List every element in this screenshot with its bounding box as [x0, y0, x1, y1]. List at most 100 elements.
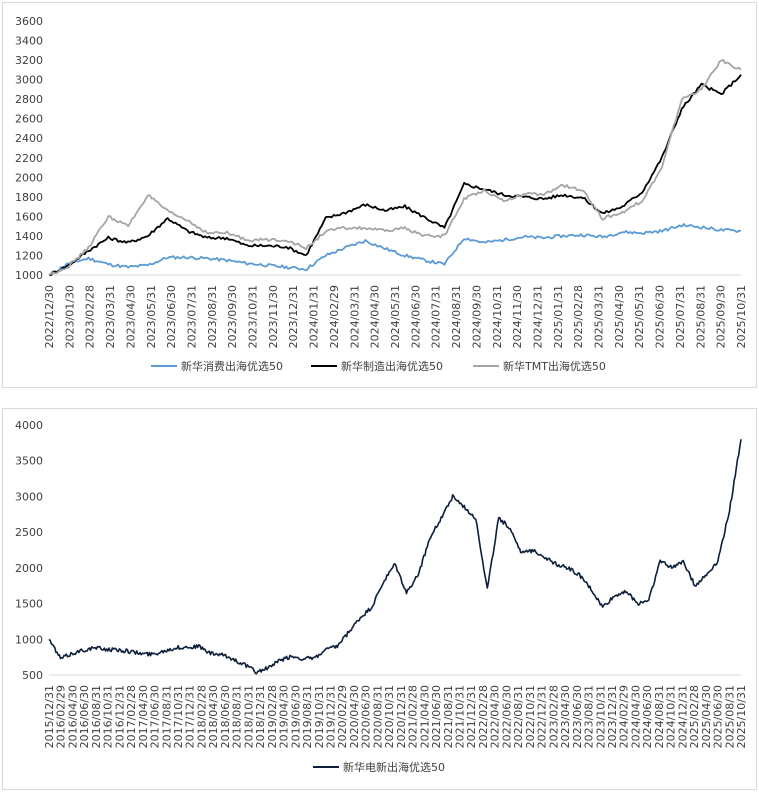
- x-tick-label: 2024/06/30: [409, 285, 422, 348]
- x-tick-label: 2020/08/31: [371, 685, 384, 748]
- x-tick-label: 2022/12/30: [43, 285, 56, 348]
- x-tick-label: 2022/12/31: [536, 685, 549, 748]
- y-tick-label: 3200: [15, 54, 43, 67]
- x-tick-label: 2017/12/31: [184, 685, 197, 748]
- x-tick-label: 2021/08/31: [442, 685, 455, 748]
- x-tick-label: 2019/08/31: [301, 685, 314, 748]
- x-tick-label: 2023/11/30: [267, 285, 280, 348]
- x-tick-label: 2023/07/31: [185, 285, 198, 348]
- x-tick-label: 2023/02/28: [547, 685, 560, 748]
- x-tick-label: 2023/01/30: [63, 285, 76, 348]
- x-tick-label: 2020/10/31: [383, 685, 396, 748]
- series-line-1: [48, 223, 742, 276]
- x-tick-label: 2024/06/30: [641, 685, 654, 748]
- x-tick-label: 2024/02/29: [328, 285, 341, 348]
- x-tick-label: 2024/08/31: [450, 285, 463, 348]
- x-tick-label: 2016/06/30: [78, 685, 91, 748]
- x-tick-label: 2021/02/28: [407, 685, 420, 748]
- x-tick-label: 2022/04/30: [489, 685, 502, 748]
- x-tick-label: 2019/10/31: [313, 685, 326, 748]
- x-tick-label: 2024/03/31: [348, 285, 361, 348]
- y-tick-label: 1200: [15, 249, 43, 262]
- x-tick-label: 2023/06/30: [165, 285, 178, 348]
- x-tick-label: 2025/04/30: [613, 285, 626, 348]
- y-tick-label: 4000: [15, 419, 43, 432]
- x-tick-label: 2016/04/30: [66, 685, 79, 748]
- x-tick-label: 2018/12/31: [254, 685, 267, 748]
- x-tick-label: 2022/08/31: [512, 685, 525, 748]
- y-tick-label: 2600: [15, 113, 43, 126]
- line-chart-2: 500 1000 1500 2000 2500 3000 3500 4000 2015/12/3…: [15, 419, 748, 774]
- x-tick-label: 2024/02/29: [618, 685, 631, 748]
- x-tick-label: 2020/04/30: [348, 685, 361, 748]
- y-tick-label: 3400: [15, 35, 43, 48]
- x-tick-label: 2017/04/30: [137, 685, 150, 748]
- y-tick-label: 3600: [15, 15, 43, 28]
- x-tick-label: 2024/10/31: [491, 285, 504, 348]
- x-tick-label: 2018/08/31: [231, 685, 244, 748]
- legend-label: 新华电新出海优选50: [343, 760, 445, 774]
- x-tick-label: 2016/02/29: [55, 685, 68, 748]
- y-tick-label: 3000: [15, 74, 43, 87]
- x-tick-label: 2023/12/31: [606, 685, 619, 748]
- y-tick-label: 1800: [15, 191, 43, 204]
- x-tick-label: 2025/06/30: [712, 685, 725, 748]
- x-tick-label: 2023/03/31: [104, 285, 117, 348]
- x-tick-label: 2018/04/30: [207, 685, 220, 748]
- line-chart-1: 1000 1200 1400 1600 1800 2000 2200 2400 2600 2800…: [15, 15, 748, 373]
- y-tick-label: 1000: [15, 269, 43, 282]
- x-tick-label: 2016/10/31: [102, 685, 115, 748]
- legend-label: 新华消费出海优选50: [181, 359, 283, 373]
- x-tick-label: 2022/10/31: [524, 685, 537, 748]
- x-tick-label: 2025/10/31: [735, 685, 748, 748]
- x-tick-label: 2024/09/30: [470, 285, 483, 348]
- y-tick-label: 2000: [15, 171, 43, 184]
- y-tick-label: 1000: [15, 633, 43, 646]
- y-tick-label: 3500: [15, 455, 43, 468]
- x-tick-label: 2023/02/28: [84, 285, 97, 348]
- x-tick-label: 2025/06/30: [654, 285, 667, 348]
- x-tick-label: 2021/12/31: [465, 685, 478, 748]
- x-tick-label: 2024/08/31: [653, 685, 666, 748]
- series-line-1: [48, 439, 742, 675]
- x-tick-label: 2020/06/30: [360, 685, 373, 748]
- series-line-2: [48, 74, 742, 277]
- y-tick-label: 2400: [15, 132, 43, 145]
- x-tick-label: 2021/04/30: [418, 685, 431, 748]
- x-tick-label: 2023/08/31: [206, 285, 219, 348]
- x-tick-label: 2024/10/31: [665, 685, 678, 748]
- y-tick-label: 2800: [15, 93, 43, 106]
- x-tick-label: 2025/04/30: [700, 685, 713, 748]
- x-tick-label: 2025/02/28: [688, 685, 701, 748]
- x-tick-label: 2021/06/30: [430, 685, 443, 748]
- x-tick-label: 2018/06/30: [219, 685, 232, 748]
- x-tick-label: 2024/01/31: [308, 285, 321, 348]
- x-tick-label: 2019/12/31: [324, 685, 337, 748]
- x-tick-label: 2023/05/31: [145, 285, 158, 348]
- x-tick-label: 2023/12/31: [287, 285, 300, 348]
- legend-label: 新华TMT出海优选50: [503, 359, 606, 373]
- x-tick-label: 2023/06/30: [571, 685, 584, 748]
- x-tick-label: 2018/10/31: [242, 685, 255, 748]
- x-tick-label: 2024/04/30: [369, 285, 382, 348]
- x-tick-label: 2025/08/31: [694, 285, 707, 348]
- x-tick-label: 2025/03/31: [593, 285, 606, 348]
- x-tick-label: 2017/10/31: [172, 685, 185, 748]
- x-tick-label: 2017/06/30: [149, 685, 162, 748]
- x-tick-label: 2019/02/28: [266, 685, 279, 748]
- x-tick-label: 2022/06/30: [500, 685, 513, 748]
- x-tick-label: 2024/04/30: [629, 685, 642, 748]
- x-tick-label: 2019/04/30: [278, 685, 291, 748]
- x-tick-label: 2024/12/31: [531, 285, 544, 348]
- y-tick-label: 1500: [15, 598, 43, 611]
- x-tick-label: 2017/08/31: [160, 685, 173, 748]
- x-tick-label: 2024/05/31: [389, 285, 402, 348]
- x-tick-label: 2024/12/31: [676, 685, 689, 748]
- x-tick-label: 2021/10/31: [454, 685, 467, 748]
- x-tick-label: 2023/04/30: [124, 285, 137, 348]
- x-tick-label: 2019/06/30: [289, 685, 302, 748]
- x-tick-label: 2022/02/28: [477, 685, 490, 748]
- x-tick-label: 2025/05/31: [633, 285, 646, 348]
- x-tick-label: 2025/08/31: [723, 685, 736, 748]
- x-tick-label: 2023/08/31: [583, 685, 596, 748]
